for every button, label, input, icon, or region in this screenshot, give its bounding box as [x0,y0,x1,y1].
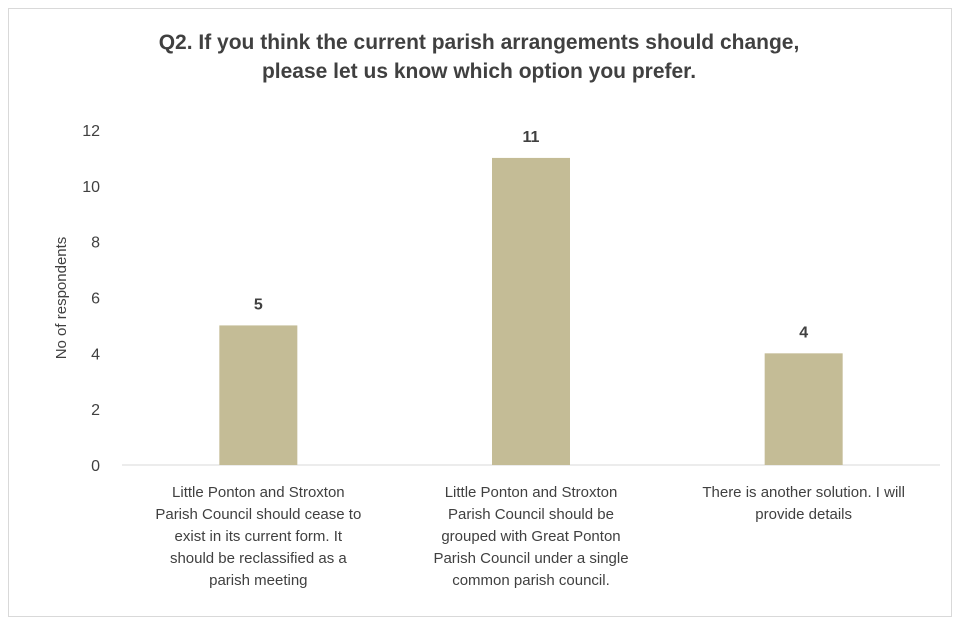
y-tick-label: 4 [91,346,100,363]
y-axis-label: No of respondents [53,237,70,360]
y-tick-label: 12 [82,123,100,140]
x-category-label-line: Parish Council under a single [433,550,629,567]
y-tick-label: 10 [82,179,100,196]
chart-frame [8,8,952,617]
chart-title-line-1: Q2. If you think the current parish arra… [158,31,800,54]
data-labels: 5 11 4 [254,129,808,341]
data-label: 4 [799,324,808,341]
x-category-label-line: Parish Council should be [448,506,614,523]
x-category-label: There is another solution. I will provide… [684,482,924,526]
y-tick-label: 0 [91,458,100,475]
x-category-label-line: exist in its current form. It [174,528,343,545]
x-category-label-line: should be reclassified as a [169,550,347,567]
chart-title: Q2. If you think the current parish arra… [0,28,958,86]
bar [764,353,843,465]
y-tick-label: 6 [91,291,100,308]
x-category-label-line: common parish council. [452,572,610,589]
data-label: 11 [523,129,540,146]
x-category-label-line: Little Ponton and Stroxton [172,484,345,501]
y-tick-label: 8 [91,235,100,252]
y-tick-label: 2 [91,402,100,419]
chart-title-line-2: please let us know which option you pref… [261,60,697,83]
bars [219,157,843,465]
x-category-label-line: provide details [755,506,853,523]
x-category-label-line: Parish Council should cease to [155,506,362,523]
x-category-label-line: There is another solution. I will [702,484,905,501]
x-category-label: Little Ponton and Stroxton Parish Council… [138,482,378,592]
x-category-label-line: Little Ponton and Stroxton [444,484,618,501]
x-category-label: Little Ponton and Stroxton Parish Council… [411,482,651,592]
y-axis-ticks: 0 2 4 6 8 10 12 [82,123,100,475]
x-category-label-line: grouped with Great Ponton [441,528,621,545]
x-category-label-line: parish meeting [209,572,308,589]
bar [492,157,570,465]
bar [219,325,298,465]
data-label: 5 [254,296,263,313]
